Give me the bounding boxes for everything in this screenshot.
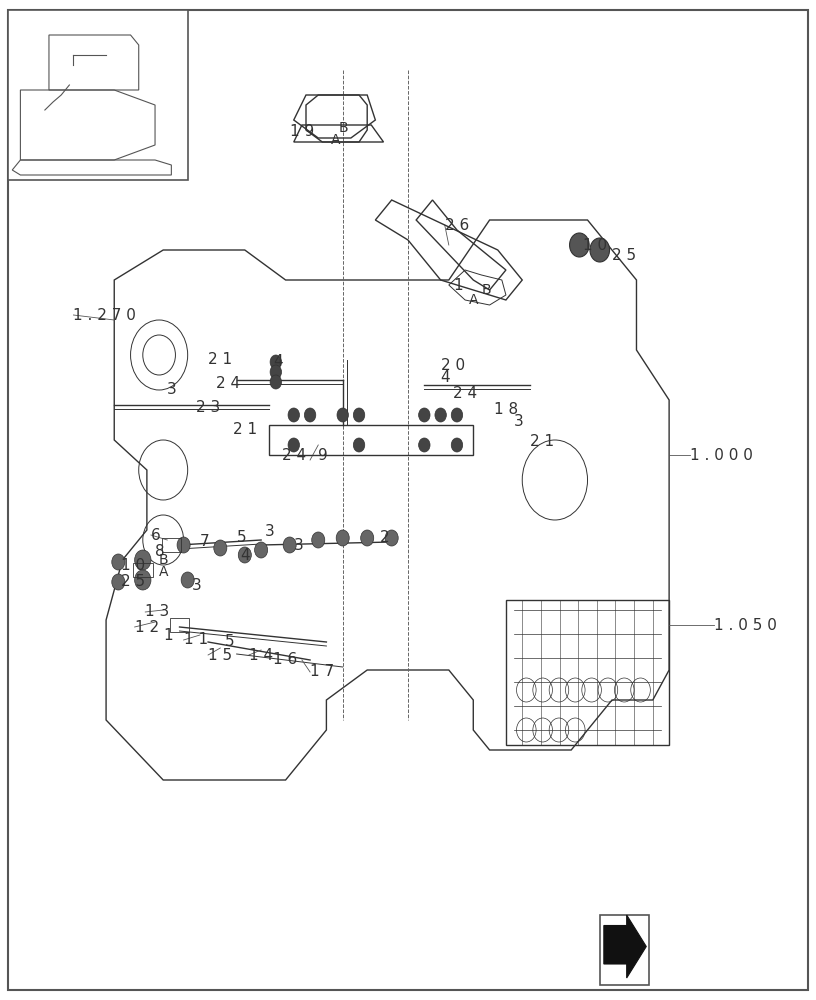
Text: 2 3: 2 3 (196, 400, 220, 416)
Circle shape (135, 550, 151, 570)
Text: 1 0: 1 0 (121, 558, 145, 572)
Text: 6: 6 (151, 528, 161, 542)
Circle shape (112, 574, 125, 590)
Text: 2 6: 2 6 (445, 218, 469, 232)
Text: 1 2: 1 2 (135, 619, 159, 635)
Text: 2 1: 2 1 (530, 434, 555, 450)
Text: B: B (339, 121, 348, 135)
Text: 3: 3 (514, 414, 524, 430)
Text: B: B (159, 553, 169, 567)
Text: 1 1: 1 1 (184, 633, 208, 648)
Text: 1 9: 1 9 (290, 124, 314, 139)
Text: 3: 3 (294, 538, 304, 552)
Text: 4: 4 (241, 548, 251, 562)
Text: 2 1: 2 1 (208, 353, 233, 367)
Text: 1 5: 1 5 (208, 648, 233, 662)
Text: 2 5: 2 5 (121, 574, 145, 589)
Text: 8: 8 (155, 544, 165, 560)
Circle shape (177, 537, 190, 553)
Text: 3: 3 (265, 524, 275, 540)
Circle shape (270, 365, 282, 379)
Circle shape (312, 532, 325, 548)
Text: 5: 5 (237, 530, 246, 546)
Bar (600, 915, 649, 985)
Circle shape (135, 570, 151, 590)
Circle shape (385, 530, 398, 546)
Text: 2: 2 (379, 530, 389, 546)
Text: 2 4: 2 4 (216, 375, 241, 390)
Circle shape (570, 233, 589, 257)
Text: 2 1: 2 1 (233, 422, 257, 438)
Text: 7: 7 (200, 534, 210, 550)
Circle shape (304, 408, 316, 422)
Text: B: B (481, 283, 491, 297)
Circle shape (435, 408, 446, 422)
Polygon shape (604, 915, 646, 978)
Text: 1 7: 1 7 (310, 664, 335, 680)
Text: 9: 9 (318, 448, 328, 462)
Text: A: A (330, 133, 340, 147)
Text: 2 4: 2 4 (453, 386, 477, 401)
Circle shape (255, 542, 268, 558)
Text: 2 5: 2 5 (612, 247, 636, 262)
Circle shape (353, 408, 365, 422)
Text: 2 0: 2 0 (441, 358, 465, 372)
Text: 1 . 2 7 0: 1 . 2 7 0 (73, 308, 136, 322)
Circle shape (590, 238, 610, 262)
Circle shape (238, 547, 251, 563)
Text: 5: 5 (224, 635, 234, 650)
Text: 1 4: 1 4 (249, 648, 273, 662)
Text: 3: 3 (192, 578, 202, 592)
Circle shape (419, 408, 430, 422)
Circle shape (451, 438, 463, 452)
Circle shape (288, 408, 299, 422)
Text: 1 3: 1 3 (145, 604, 170, 619)
Bar (8, 10, 188, 180)
Text: A: A (159, 565, 169, 579)
Circle shape (288, 438, 299, 452)
Circle shape (361, 530, 374, 546)
Text: 1 . 0 0 0: 1 . 0 0 0 (690, 448, 752, 462)
Circle shape (270, 355, 282, 369)
Text: 2 4: 2 4 (282, 448, 306, 462)
Text: 1 . 0 5 0: 1 . 0 5 0 (714, 617, 777, 633)
Text: A: A (469, 293, 479, 307)
Circle shape (353, 438, 365, 452)
Circle shape (181, 572, 194, 588)
Text: 1 0: 1 0 (583, 237, 608, 252)
Text: 4: 4 (441, 370, 450, 385)
Circle shape (337, 408, 348, 422)
Circle shape (270, 375, 282, 389)
Circle shape (283, 537, 296, 553)
Circle shape (336, 530, 349, 546)
Circle shape (419, 438, 430, 452)
Circle shape (112, 554, 125, 570)
Text: 1 8: 1 8 (494, 402, 518, 418)
Text: 4: 4 (273, 355, 283, 369)
Circle shape (214, 540, 227, 556)
Circle shape (451, 408, 463, 422)
Text: 1 6: 1 6 (273, 652, 298, 668)
Text: 1: 1 (453, 277, 463, 292)
Text: 1: 1 (163, 628, 173, 643)
Text: 3: 3 (167, 382, 177, 397)
